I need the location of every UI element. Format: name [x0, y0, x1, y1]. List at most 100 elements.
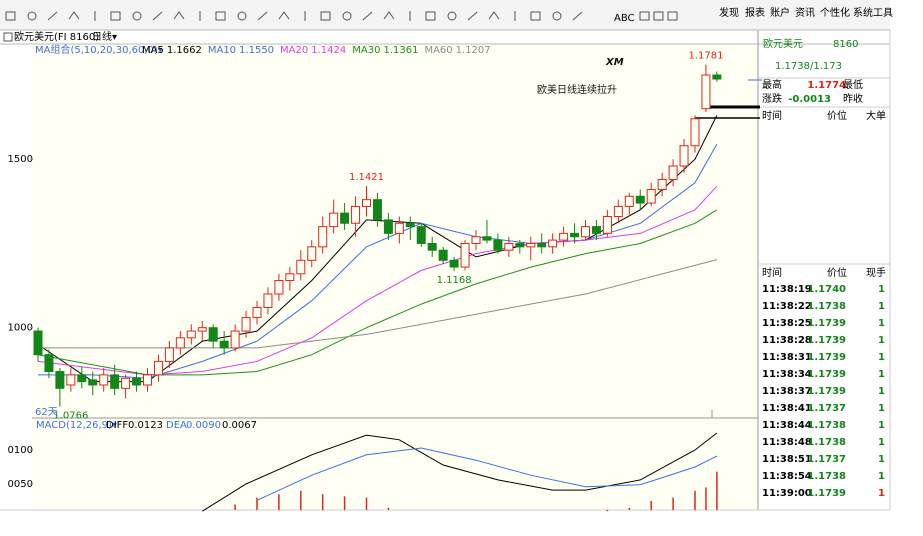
menu-item[interactable]: 账户	[770, 6, 790, 19]
candle-body	[175, 337, 185, 349]
tick-volume: 1	[878, 488, 885, 499]
candle-body	[340, 212, 350, 224]
ma-legend[interactable]: MA组合(5,10,20,30,60,0)▾	[35, 43, 163, 56]
candle-body	[602, 216, 612, 234]
menu-item[interactable]: 报表	[745, 6, 765, 19]
legend-value: 1.1424	[311, 45, 346, 56]
candle-body	[624, 195, 634, 207]
tool-icon	[173, 11, 185, 20]
y-tick-label: 0.0100	[0, 445, 33, 456]
tick-time: 11:38:19	[762, 284, 812, 295]
diff-value: 0.0123	[128, 420, 163, 431]
candle-body	[679, 145, 689, 167]
toolbar-text[interactable]: ABC	[614, 13, 635, 24]
candle-body	[318, 226, 328, 248]
toolbar	[0, 0, 890, 30]
tick-time: 11:39:00	[762, 488, 812, 499]
candle-body	[44, 354, 54, 373]
candle-body	[416, 226, 426, 244]
ma-line	[37, 185, 718, 376]
candle-body	[493, 239, 503, 251]
candle-body	[570, 232, 580, 238]
price-annotation: 1.0766	[53, 411, 88, 422]
tool-icon	[552, 11, 562, 21]
tick-volume: 1	[878, 386, 885, 397]
macd-axis: 0.0100 0.0050	[0, 445, 33, 490]
tool-icon	[653, 11, 664, 21]
candle-body	[482, 236, 492, 241]
quote-high: 1.1774	[807, 80, 846, 91]
legend-name: MA30	[352, 45, 380, 56]
candle-body	[559, 232, 569, 241]
tick-price: 1.1739	[807, 369, 846, 380]
tick-time: 11:38:54	[762, 471, 812, 482]
tool-icon	[27, 11, 37, 21]
candle-body	[515, 242, 525, 248]
candle-body	[438, 249, 448, 261]
candle-body	[581, 226, 590, 238]
macd-legend[interactable]: MACD(12,26,9)▾	[36, 420, 117, 431]
period: 日线▾	[92, 30, 117, 43]
diff-name: DIFF	[106, 420, 128, 431]
tool-icon	[132, 11, 142, 21]
label: 最低	[843, 78, 863, 91]
menu-item[interactable]: 发现	[719, 6, 739, 19]
tool-icon	[278, 11, 290, 20]
candle-body	[646, 189, 656, 204]
toolbar-icons	[5, 11, 678, 21]
tick-price: 1.1738	[807, 471, 846, 482]
chart-bg	[32, 44, 758, 510]
tick-volume: 1	[878, 352, 885, 363]
candle-body	[33, 330, 43, 356]
tick-volume: 1	[878, 471, 885, 482]
candle-body	[230, 330, 240, 349]
y-tick-label: 0.0050	[0, 479, 33, 490]
legend-value: 1.1207	[456, 45, 491, 56]
tick-time: 11:38:22	[762, 301, 812, 312]
menu-item[interactable]: 个性化	[820, 6, 850, 19]
tick-price: 1.1740	[807, 284, 846, 295]
tick-time: 11:38:25	[762, 318, 812, 329]
candle-body	[66, 374, 76, 386]
y-tick-label: 1.1500	[0, 154, 33, 165]
candle-body	[712, 74, 722, 80]
legend-name: MA10	[208, 45, 236, 56]
tick-volume: 1	[878, 420, 885, 431]
tick-time: 11:38:44	[762, 420, 812, 431]
tick-time: 11:38:48	[762, 437, 812, 448]
legend-value: 1.1550	[239, 45, 274, 56]
column-header: 价位	[827, 266, 847, 279]
tick-price: 1.1738	[807, 437, 846, 448]
menu-item[interactable]: 系统工具	[853, 6, 893, 19]
dea-name: DEA	[166, 420, 187, 431]
candle-body	[657, 178, 667, 191]
tool-icon	[530, 11, 541, 21]
candle-body	[427, 242, 437, 251]
legend-name: MA5	[142, 45, 164, 56]
tick-time: 11:38:41	[762, 403, 812, 414]
quote-code: 8160	[833, 39, 858, 50]
label: 涨跌	[762, 92, 782, 105]
tool-icon	[342, 11, 352, 21]
tool-icon	[467, 11, 478, 21]
tick-volume: 1	[878, 454, 885, 465]
tick-price: 1.1737	[807, 454, 846, 465]
candle-body	[548, 239, 558, 248]
tool-icon	[47, 11, 58, 21]
tool-icon	[425, 11, 436, 21]
days-label: 62天	[35, 407, 58, 418]
tool-icon	[447, 11, 457, 21]
tool-icon	[237, 11, 247, 21]
candle-body	[296, 259, 306, 275]
tick-time: 11:38:51	[762, 454, 812, 465]
tool-icon	[68, 11, 80, 20]
tool-icon	[152, 11, 163, 21]
candle-body	[88, 379, 98, 386]
legend-name: MA20	[280, 45, 308, 56]
menu-item[interactable]: 资讯	[795, 7, 815, 19]
candle-body	[132, 377, 142, 386]
tick-volume: 1	[878, 284, 885, 295]
tool-icon	[362, 11, 373, 21]
tick-price: 1.1738	[807, 301, 846, 312]
